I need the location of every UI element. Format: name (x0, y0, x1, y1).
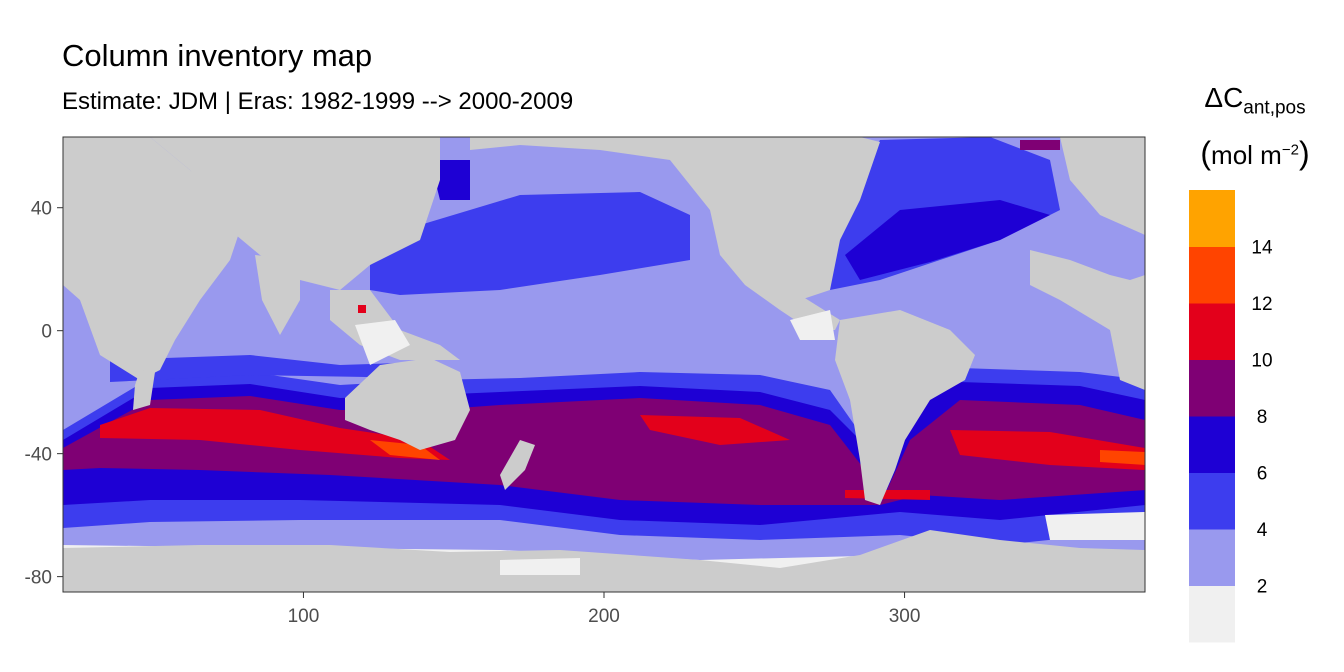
indian-ocean-north-band (110, 355, 430, 382)
weddell-low-patch (1045, 512, 1145, 540)
indian-ocean-patch-10-12 (100, 408, 450, 460)
legend-title-symbol: ΔC (1204, 82, 1244, 113)
y-tick-label: 0 (41, 322, 52, 343)
indian-ocean-patch-12-14 (370, 440, 440, 460)
north-pacific-gyre (370, 192, 690, 295)
legend-label: 12 (1251, 294, 1272, 315)
legend-unit-open: ( (1200, 135, 1212, 171)
land-australia (345, 358, 470, 450)
legend-swatch (1189, 303, 1235, 360)
legend-label: 8 (1257, 407, 1268, 428)
land-north-america (470, 137, 880, 310)
page-title: Column inventory map (62, 38, 373, 73)
legend-swatch (1189, 416, 1235, 473)
land-africa-asia-west (63, 137, 240, 380)
y-axis: 40 0 -40 -80 (25, 199, 63, 589)
philippines-spot (358, 305, 366, 313)
legend-label: 6 (1257, 464, 1268, 485)
atlantic-patch-10-12 (950, 430, 1145, 470)
x-tick-label: 100 (288, 606, 320, 627)
legend-swatch (1189, 529, 1235, 586)
land-madagascar (133, 370, 155, 410)
legend-unit-text: mol m (1211, 140, 1282, 170)
legend-label: 10 (1251, 351, 1272, 372)
land-eurasia (150, 137, 440, 290)
land-new-zealand (500, 440, 535, 490)
indonesian-seas-low-patch (355, 320, 410, 365)
legend-label: 14 (1251, 238, 1273, 259)
x-axis: 100 200 300 (288, 592, 921, 627)
legend-unit: (mol m−2) (1170, 135, 1340, 172)
legend-title-subscript: ant,pos (1243, 97, 1306, 119)
legend-title: ΔCant,pos (1170, 82, 1340, 120)
atlantic-patch-12-14 (1100, 450, 1145, 465)
land-india (255, 255, 300, 335)
y-tick-label: -40 (25, 445, 52, 466)
legend-swatch (1189, 585, 1235, 643)
x-tick-label: 200 (588, 606, 620, 627)
land-antarctica (63, 530, 1145, 592)
legend-colorbar (1189, 190, 1235, 643)
land-africa-east-edge (1030, 250, 1145, 390)
north-atlantic-patch-8-10 (1020, 140, 1060, 150)
legend-swatch (1189, 359, 1235, 417)
map-panel (63, 137, 1145, 592)
legend-unit-exponent: −2 (1281, 141, 1299, 159)
legend-swatch (1189, 472, 1235, 530)
land-south-america (835, 310, 975, 505)
southern-ocean-band-8-10 (63, 396, 1145, 505)
x-tick-label: 300 (889, 606, 921, 627)
legend-label: 2 (1257, 577, 1268, 598)
eastern-pacific-low-patch (790, 310, 835, 340)
legend-swatch (1189, 190, 1235, 247)
land-greenland (1060, 137, 1145, 235)
legend-unit-close: ) (1298, 135, 1310, 171)
page-subtitle: Estimate: JDM | Eras: 1982-1999 --> 2000… (62, 88, 574, 115)
ross-low-patch (500, 558, 580, 575)
legend-labels: 2 4 6 8 10 12 14 (1251, 238, 1273, 598)
legend-swatch (1189, 246, 1235, 304)
legend-label: 4 (1257, 520, 1268, 541)
pacific-patch-10-12 (640, 415, 790, 445)
y-tick-label: 40 (31, 199, 52, 220)
north-atlantic-core (845, 200, 1050, 280)
y-tick-label: -80 (25, 568, 52, 589)
